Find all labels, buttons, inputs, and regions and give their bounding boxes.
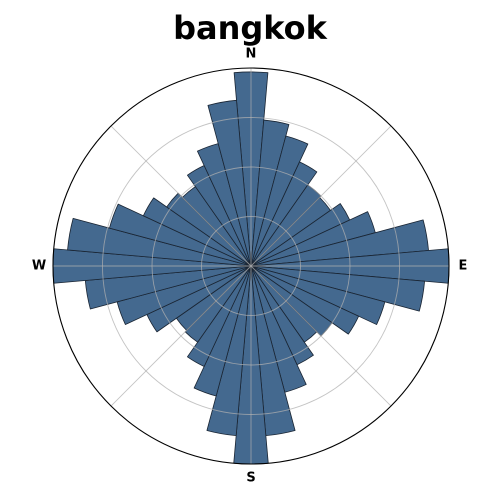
- bar-210: [187, 265, 252, 367]
- direction-label-n: N: [246, 47, 257, 62]
- bar-30: [250, 161, 318, 267]
- polar-frame: [52, 67, 450, 465]
- grid-spoke: [250, 265, 392, 407]
- grid-spoke: [250, 125, 392, 267]
- direction-label-w: W: [32, 259, 46, 274]
- bar-120: [250, 265, 360, 335]
- chart-title: bangkok: [173, 9, 327, 47]
- direction-label-s: S: [246, 471, 255, 486]
- grid-group: [53, 68, 449, 464]
- direction-label-e: E: [459, 259, 468, 274]
- bar-200: [193, 265, 252, 397]
- grid-spoke: [110, 265, 252, 407]
- bar-290: [109, 203, 252, 267]
- grid-spoke: [110, 125, 252, 267]
- bar-300: [142, 197, 252, 267]
- bar-20: [250, 135, 309, 267]
- bar-110: [250, 265, 386, 325]
- direction-labels: N E S W: [32, 47, 468, 486]
- bar-350: [207, 99, 252, 267]
